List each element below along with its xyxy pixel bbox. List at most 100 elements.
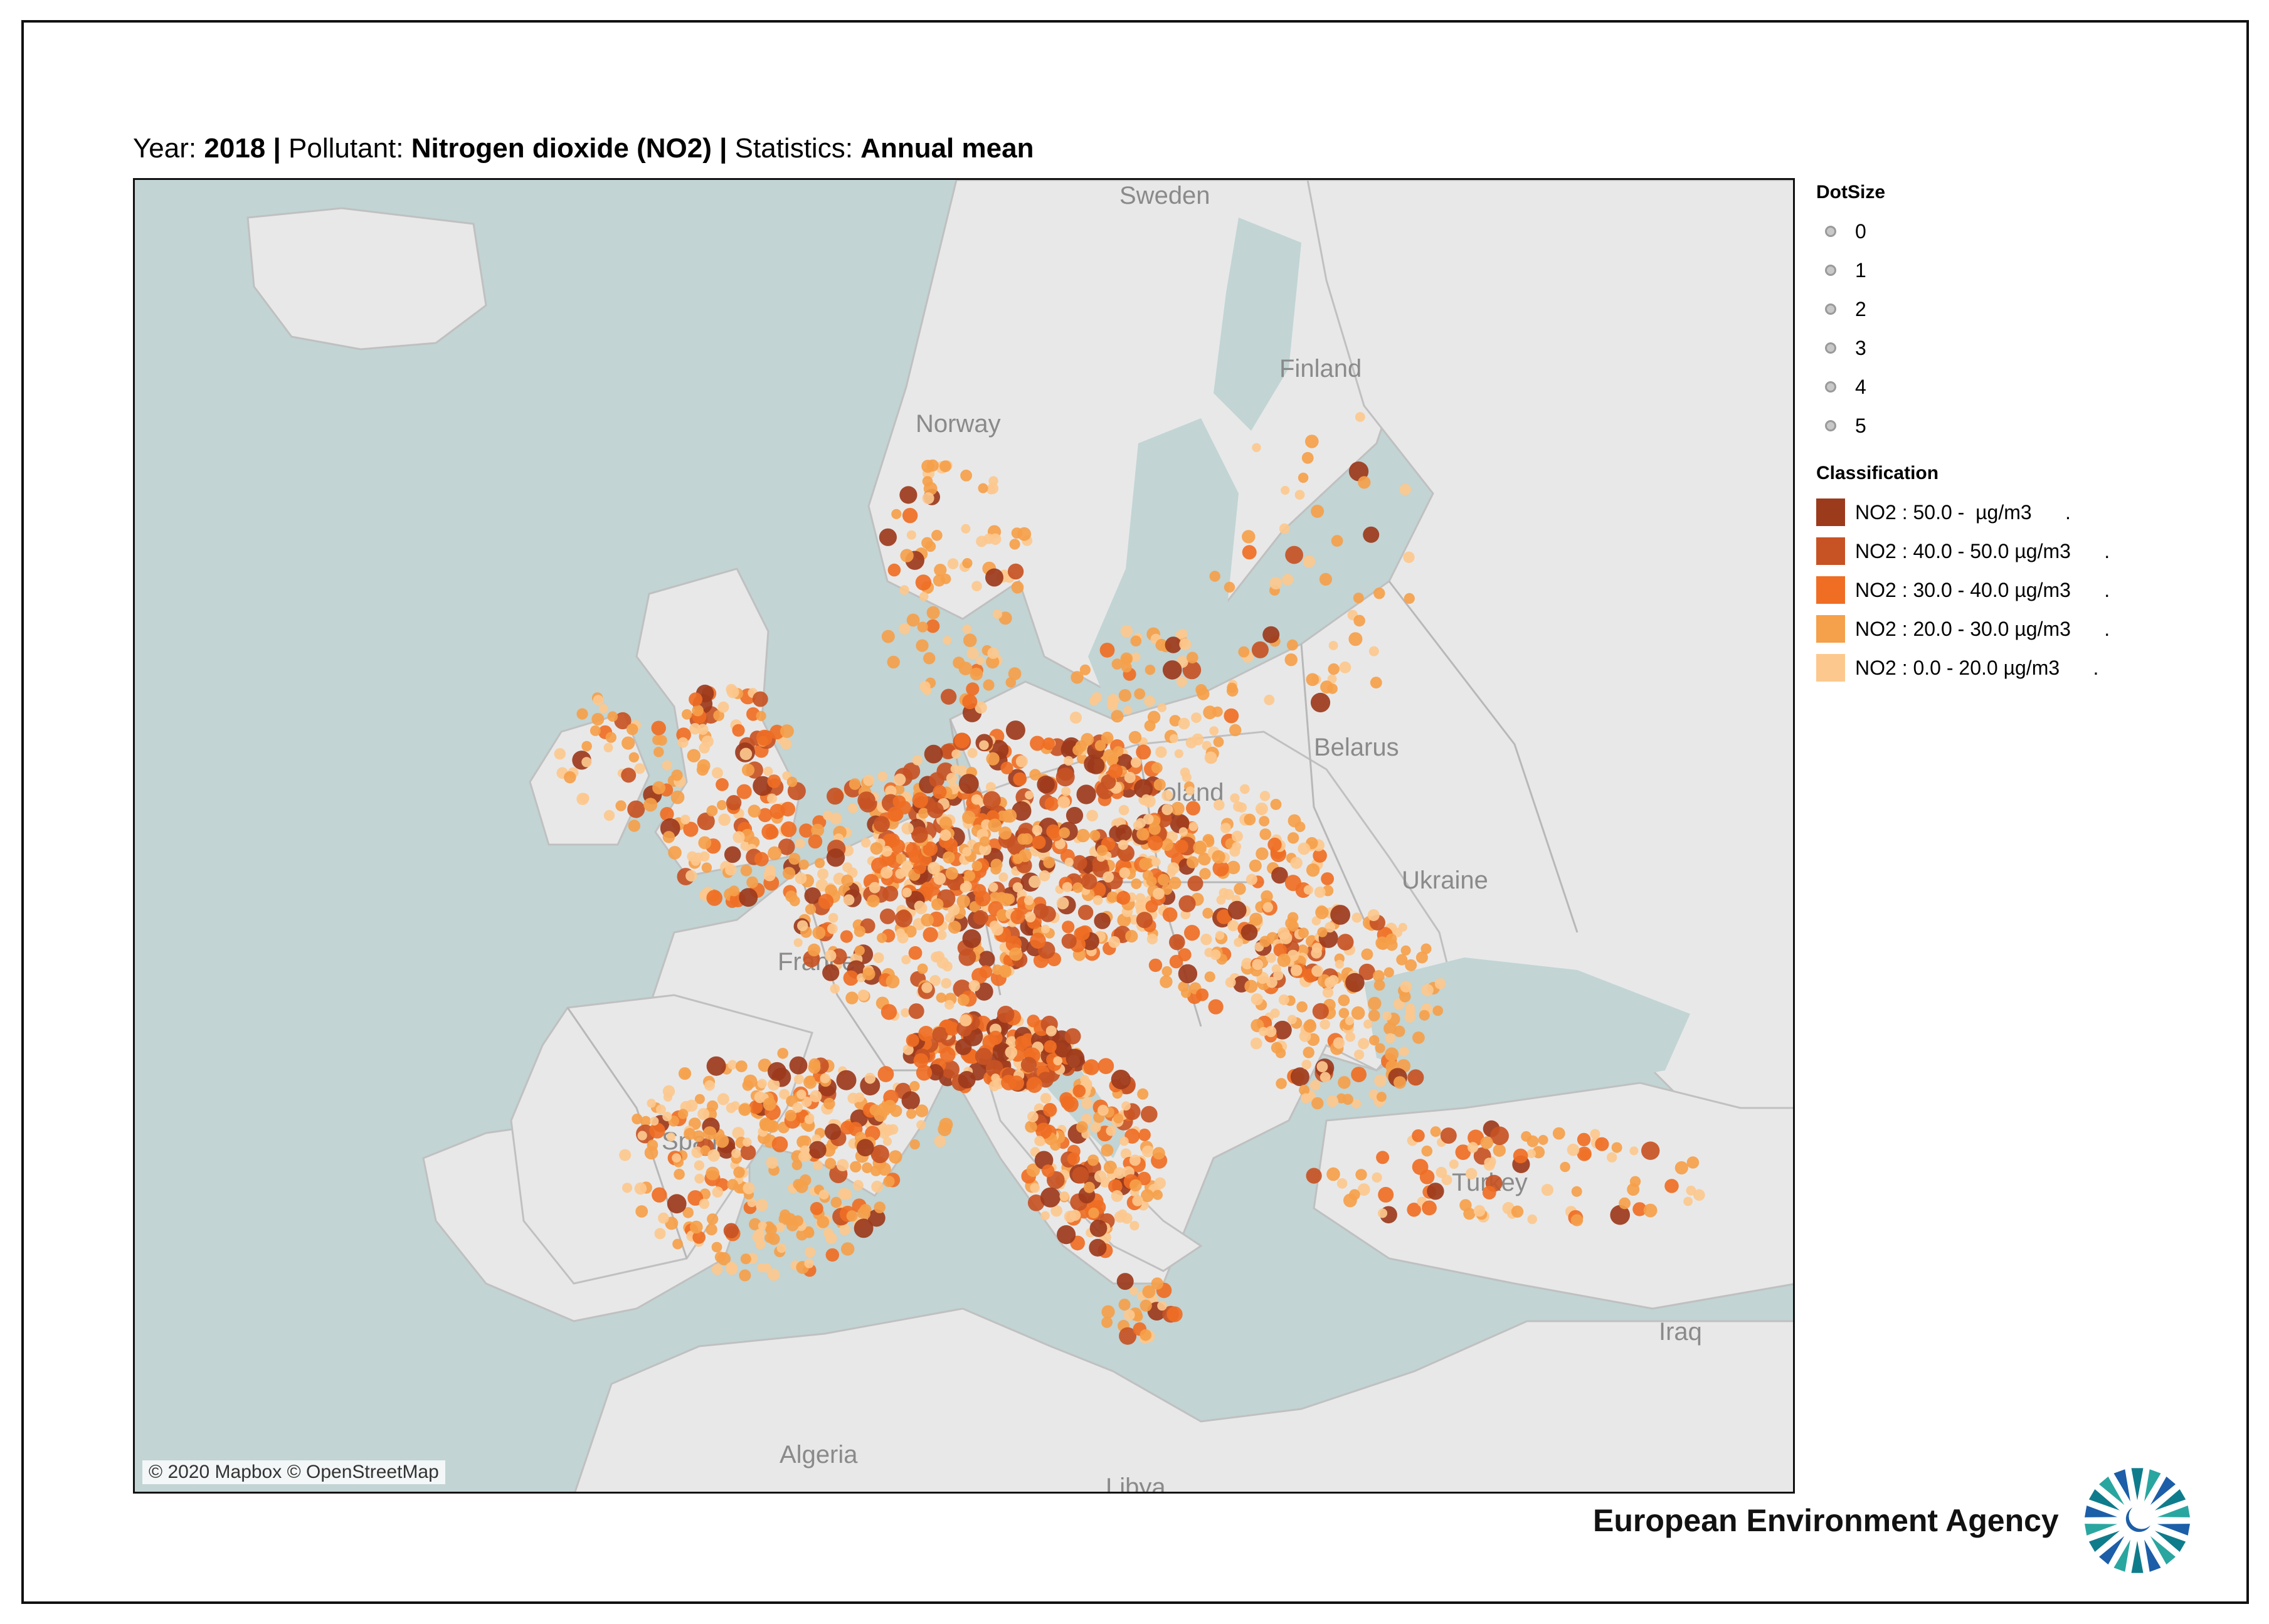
class-item[interactable]: NO2 : 50.0 - µg/m3 . (1816, 493, 2192, 532)
station-dot[interactable] (1116, 1273, 1134, 1290)
station-dot[interactable] (1375, 1043, 1385, 1053)
station-dot[interactable] (756, 729, 773, 746)
station-dot[interactable] (1113, 1113, 1124, 1124)
station-dot[interactable] (1045, 1025, 1057, 1036)
station-dot[interactable] (1124, 772, 1136, 783)
station-dot[interactable] (771, 1136, 788, 1152)
station-dot[interactable] (1357, 1183, 1370, 1196)
station-dot[interactable] (765, 1223, 777, 1236)
station-dot[interactable] (992, 924, 1003, 936)
station-dot[interactable] (919, 681, 931, 692)
station-dot[interactable] (1202, 907, 1214, 919)
station-dot[interactable] (1176, 630, 1185, 640)
station-dot[interactable] (1259, 936, 1271, 947)
station-dot[interactable] (932, 1026, 948, 1043)
station-dot[interactable] (1119, 1327, 1137, 1345)
station-dot[interactable] (1107, 698, 1118, 709)
station-dot[interactable] (979, 843, 992, 856)
station-dot[interactable] (807, 943, 821, 957)
station-dot[interactable] (1436, 1166, 1447, 1178)
class-item[interactable]: NO2 : 40.0 - 50.0 µg/m3 . (1816, 532, 2192, 571)
station-dot[interactable] (1023, 895, 1034, 905)
station-dot[interactable] (1046, 824, 1060, 839)
station-dot[interactable] (824, 1123, 842, 1140)
station-dot[interactable] (1399, 1047, 1409, 1057)
station-dot[interactable] (1141, 1105, 1158, 1123)
station-dot[interactable] (1062, 882, 1072, 892)
station-dot[interactable] (1227, 682, 1237, 693)
station-dot[interactable] (1607, 1152, 1617, 1163)
station-dot[interactable] (1155, 746, 1167, 758)
station-dot[interactable] (987, 647, 999, 659)
station-dot[interactable] (1134, 688, 1146, 700)
station-dot[interactable] (683, 821, 699, 837)
station-dot[interactable] (754, 852, 769, 867)
station-dot[interactable] (1191, 712, 1202, 723)
station-dot[interactable] (1275, 1048, 1286, 1058)
station-dot[interactable] (1394, 1025, 1405, 1038)
station-dot[interactable] (1161, 789, 1173, 801)
station-dot[interactable] (1227, 920, 1239, 932)
station-dot[interactable] (1141, 794, 1151, 804)
station-dot[interactable] (900, 549, 914, 562)
station-dot[interactable] (986, 752, 1000, 766)
station-dot[interactable] (1322, 987, 1334, 998)
station-dot[interactable] (1265, 1026, 1277, 1037)
station-dot[interactable] (1257, 806, 1266, 816)
station-dot[interactable] (1129, 1286, 1138, 1295)
station-dot[interactable] (954, 732, 970, 749)
station-dot[interactable] (716, 778, 729, 791)
station-dot[interactable] (979, 965, 993, 979)
station-dot[interactable] (1080, 1075, 1089, 1084)
station-dot[interactable] (1132, 1195, 1143, 1206)
station-dot[interactable] (758, 1221, 767, 1231)
station-dot[interactable] (1119, 1136, 1129, 1146)
station-dot[interactable] (1025, 911, 1036, 923)
station-dot[interactable] (1373, 588, 1385, 599)
station-dot[interactable] (939, 460, 951, 472)
station-dot[interactable] (770, 724, 785, 740)
station-dot[interactable] (1136, 744, 1151, 760)
station-dot[interactable] (1287, 832, 1299, 844)
station-dot[interactable] (637, 1131, 647, 1141)
station-dot[interactable] (1286, 639, 1298, 651)
station-dot[interactable] (1003, 809, 1017, 823)
station-dot[interactable] (924, 744, 943, 764)
station-dot[interactable] (896, 853, 907, 865)
station-dot[interactable] (1664, 1179, 1679, 1193)
station-dot[interactable] (912, 861, 926, 875)
station-dot[interactable] (1050, 1205, 1062, 1217)
station-dot[interactable] (894, 910, 912, 928)
station-dot[interactable] (1141, 1145, 1154, 1157)
station-dot[interactable] (1306, 1168, 1322, 1184)
station-dot[interactable] (1169, 954, 1183, 969)
station-dot[interactable] (1089, 1220, 1108, 1237)
station-dot[interactable] (1176, 676, 1187, 687)
station-dot[interactable] (1146, 876, 1157, 887)
station-dot[interactable] (1674, 1161, 1688, 1175)
station-dot[interactable] (812, 926, 826, 940)
station-dot[interactable] (883, 1176, 895, 1188)
station-dot[interactable] (999, 893, 1013, 907)
station-dot[interactable] (1355, 1169, 1367, 1181)
station-dot[interactable] (1482, 1186, 1496, 1200)
station-dot[interactable] (1144, 695, 1155, 707)
station-dot[interactable] (1111, 710, 1124, 723)
station-dot[interactable] (1240, 924, 1258, 941)
station-dot[interactable] (685, 1099, 698, 1112)
station-dot[interactable] (591, 713, 605, 725)
station-dot[interactable] (1376, 1092, 1387, 1102)
station-dot[interactable] (958, 1071, 976, 1089)
station-dot[interactable] (799, 823, 813, 838)
station-dot[interactable] (660, 807, 674, 821)
station-dot[interactable] (1225, 977, 1236, 988)
station-dot[interactable] (815, 858, 825, 868)
station-dot[interactable] (942, 961, 953, 972)
station-dot[interactable] (755, 1239, 766, 1250)
station-dot[interactable] (804, 1114, 814, 1124)
station-dot[interactable] (933, 574, 946, 587)
station-dot[interactable] (1040, 1187, 1060, 1208)
station-dot[interactable] (763, 869, 776, 882)
station-dot[interactable] (1147, 710, 1161, 724)
station-dot[interactable] (1106, 1126, 1116, 1136)
